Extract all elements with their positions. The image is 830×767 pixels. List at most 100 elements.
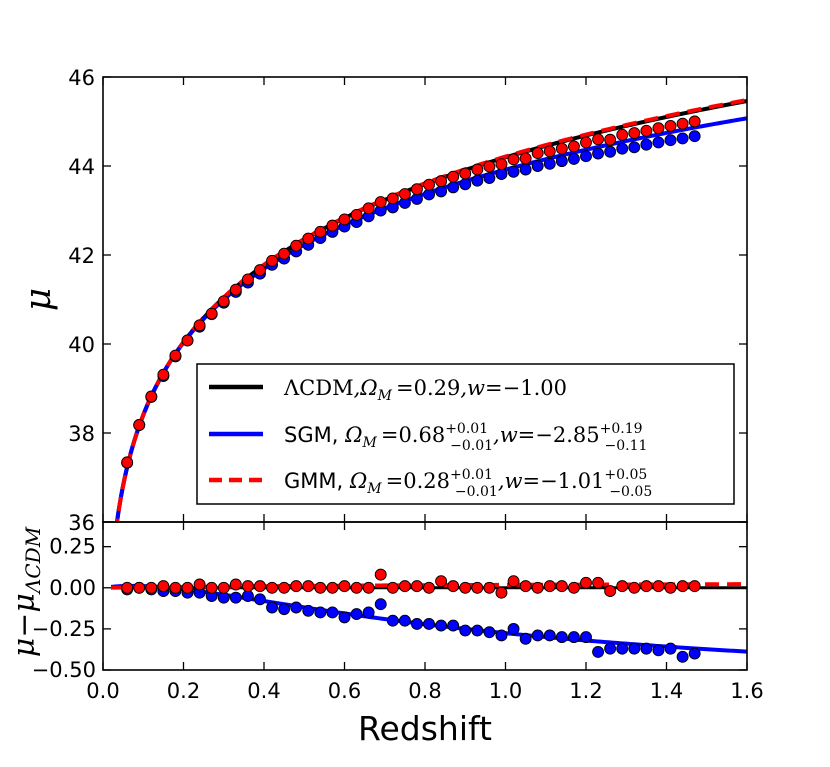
sgm-residual-point — [314, 606, 327, 619]
gmm-residual-point — [447, 580, 460, 593]
sgm-residual-point — [326, 606, 339, 619]
sgm-residual-point — [640, 642, 653, 655]
sgm-data-point — [531, 160, 544, 172]
sgm-data-point — [471, 174, 484, 187]
gmm-residual-point — [278, 581, 291, 594]
sgm-residual-point — [374, 598, 387, 611]
gmm-residual-point — [640, 580, 653, 593]
sgm-data-point — [447, 181, 460, 194]
legend-omega-sub: M — [377, 388, 393, 404]
gmm-residual-point — [290, 580, 303, 593]
gmm-residual-point — [459, 581, 472, 594]
sgm-residual-point — [519, 632, 532, 645]
gmm-data-point — [531, 147, 544, 160]
legend-omega-err-up: +0.01 — [450, 467, 493, 483]
gmm-residual-point — [266, 581, 278, 594]
gmm-residual-point — [652, 580, 665, 593]
gmm-data-point — [519, 152, 532, 165]
sgm-data-point — [519, 163, 532, 176]
gmm-data-point — [193, 319, 206, 332]
x-tick-label: 0.8 — [408, 679, 441, 703]
gmm-data-point — [628, 127, 641, 140]
gmm-residual-point — [555, 580, 568, 593]
legend-omega-value: =0.68 — [381, 423, 445, 447]
gmm-data-point — [254, 264, 266, 277]
sgm-legend-label: SGM, ΩM =0.68+0.01 −0.01,w=−2.85+0.19 −0.11 — [284, 421, 647, 454]
gmm-residual-point — [386, 581, 399, 594]
gmm-data-point — [278, 247, 291, 260]
gmm-residual-point — [350, 581, 363, 594]
sgm-residual-point — [362, 606, 375, 619]
gmm-data-point — [314, 225, 327, 238]
gmm-residual-point — [169, 581, 182, 594]
legend-prefix: GMM, — [284, 469, 350, 493]
sgm-residual-point — [338, 611, 351, 624]
legend-omega-label: Ω — [349, 469, 367, 493]
sgm-residual-point — [459, 624, 472, 637]
gmm-data-point — [459, 167, 472, 180]
sgm-data-point — [507, 165, 520, 178]
gmm-data-point — [435, 175, 448, 188]
sgm-residual-point — [398, 614, 411, 627]
sgm-residual-point — [495, 629, 508, 642]
top-y-axis-label: μ — [18, 288, 59, 311]
gmm-data-point — [302, 232, 315, 245]
sgm-data-point — [459, 178, 472, 191]
gmm-residual-point — [121, 581, 134, 594]
gmm-data-point — [664, 119, 677, 132]
top-data-points — [121, 115, 701, 469]
legend-omega-err-up: +0.01 — [445, 421, 488, 437]
gmm-residual-point — [241, 580, 254, 593]
x-tick-label: 0.2 — [167, 679, 200, 703]
legend-omega-sub: M — [366, 481, 382, 497]
sgm-residual-point — [290, 601, 303, 614]
legend-w-value: =−1.01 — [522, 469, 604, 493]
gmm-residual-point — [507, 575, 520, 588]
gmm-residual-point — [580, 576, 592, 589]
gmm-residual-point — [495, 586, 508, 599]
gmm-residual-point — [205, 581, 218, 594]
gmm-residual-point — [398, 580, 411, 593]
x-tick-label: 0.0 — [86, 679, 119, 703]
gmm-data-point — [447, 170, 460, 183]
sgm-residual-point — [302, 604, 315, 617]
gmm-data-point — [205, 307, 218, 320]
gmm-data-point — [507, 153, 520, 166]
gmm-residual-point — [676, 580, 689, 593]
gmm-residual-point — [592, 576, 605, 589]
sgm-residual-point — [604, 642, 617, 655]
bottom-y-tick-label: −0.25 — [32, 617, 96, 641]
legend-box — [196, 363, 735, 505]
gmm-data-point — [580, 136, 592, 149]
sgm-data-point — [567, 152, 580, 165]
sgm-residual-point — [688, 647, 701, 660]
gmm-data-point — [688, 115, 701, 128]
sgm-data-point — [628, 141, 641, 154]
legend-w-label: ,w — [493, 423, 518, 447]
legend-w-value: =−2.85 — [518, 423, 600, 447]
gmm-data-point — [483, 160, 496, 173]
sgm-residual-point — [266, 601, 278, 614]
gmm-data-point — [423, 178, 435, 191]
sgm-data-point — [616, 142, 629, 155]
gmm-data-point — [495, 158, 508, 171]
bottom-y-axis-label-sub: ΛCDM — [21, 526, 45, 595]
sgm-residual-point — [254, 593, 266, 606]
x-tick-label: 0.4 — [247, 679, 280, 703]
top-y-tick-label: 46 — [68, 66, 95, 90]
bottom-y-tick-label: 0.25 — [49, 535, 96, 559]
sgm-data-point — [435, 185, 448, 198]
x-axis-label: Redshift — [358, 709, 492, 748]
bottom-y-axis-label-main: μ−μ — [7, 593, 42, 657]
gmm-data-point — [543, 145, 556, 158]
sgm-residual-point — [676, 650, 689, 663]
gmm-residual-point — [193, 578, 206, 591]
sgm-residual-point — [471, 624, 484, 637]
sgm-residual-point — [229, 591, 242, 604]
gmm-residual-point — [362, 581, 375, 594]
gmm-residual-point — [423, 581, 435, 594]
gmm-residual-point — [519, 580, 532, 593]
top-model-curves — [114, 98, 747, 522]
gmm-residual-point — [374, 568, 387, 581]
